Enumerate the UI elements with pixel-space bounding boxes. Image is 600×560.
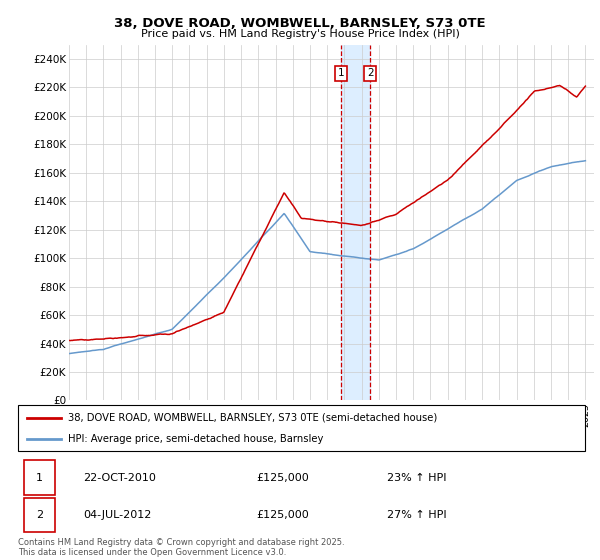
Bar bbox=[23, 497, 55, 533]
Text: 22-OCT-2010: 22-OCT-2010 bbox=[83, 473, 156, 483]
Text: 04-JUL-2012: 04-JUL-2012 bbox=[83, 510, 152, 520]
Text: £125,000: £125,000 bbox=[256, 510, 309, 520]
Text: 23% ↑ HPI: 23% ↑ HPI bbox=[386, 473, 446, 483]
Text: £125,000: £125,000 bbox=[256, 473, 309, 483]
Text: Price paid vs. HM Land Registry's House Price Index (HPI): Price paid vs. HM Land Registry's House … bbox=[140, 29, 460, 39]
Text: HPI: Average price, semi-detached house, Barnsley: HPI: Average price, semi-detached house,… bbox=[68, 435, 323, 444]
Bar bbox=[23, 460, 55, 495]
Text: 2: 2 bbox=[367, 68, 374, 78]
Bar bbox=[341, 45, 370, 400]
Text: 27% ↑ HPI: 27% ↑ HPI bbox=[386, 510, 446, 520]
Text: 38, DOVE ROAD, WOMBWELL, BARNSLEY, S73 0TE (semi-detached house): 38, DOVE ROAD, WOMBWELL, BARNSLEY, S73 0… bbox=[68, 413, 437, 423]
Text: 2: 2 bbox=[36, 510, 43, 520]
Text: 1: 1 bbox=[338, 68, 344, 78]
Text: Contains HM Land Registry data © Crown copyright and database right 2025.
This d: Contains HM Land Registry data © Crown c… bbox=[18, 538, 344, 557]
Text: 1: 1 bbox=[36, 473, 43, 483]
Text: 38, DOVE ROAD, WOMBWELL, BARNSLEY, S73 0TE: 38, DOVE ROAD, WOMBWELL, BARNSLEY, S73 0… bbox=[114, 17, 486, 30]
